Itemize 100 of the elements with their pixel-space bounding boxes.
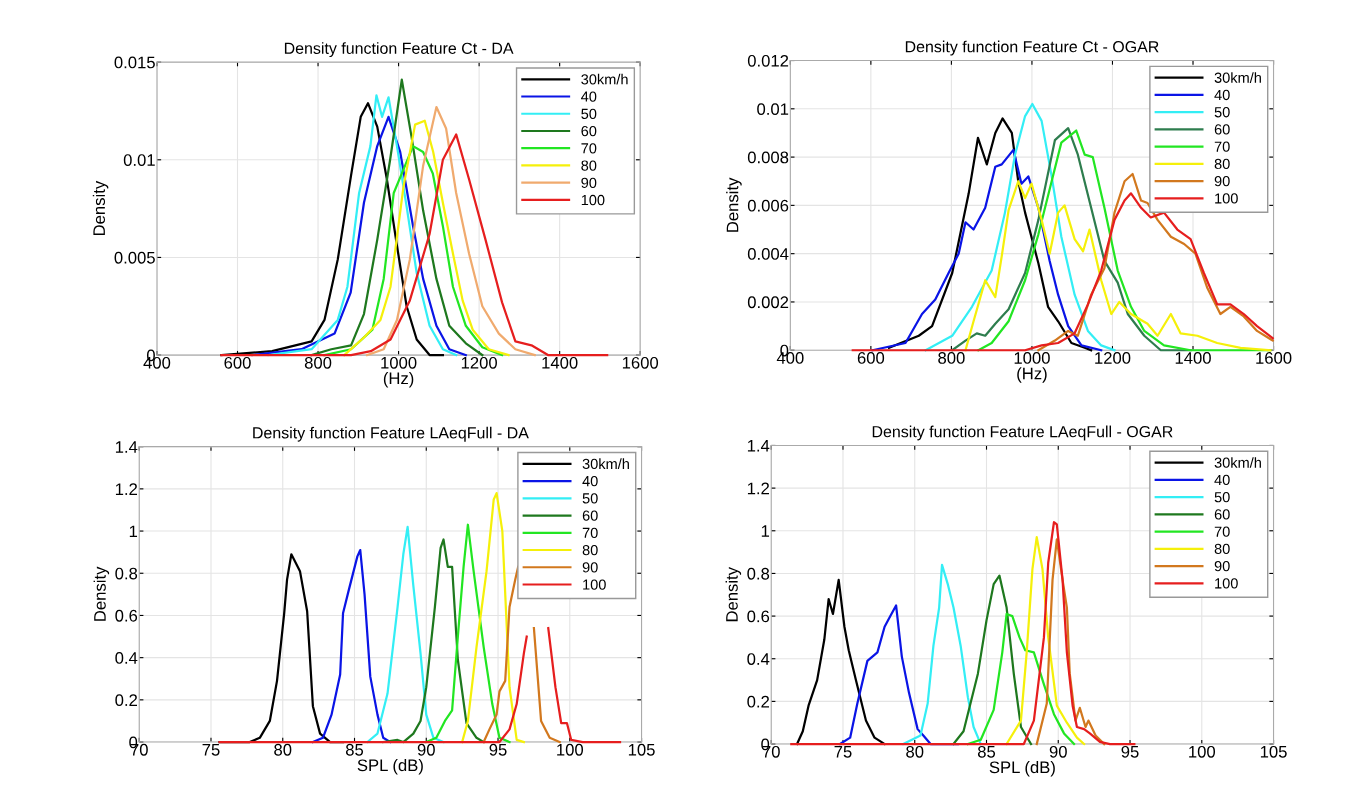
x-tick-label: 1600 <box>1256 352 1292 364</box>
x-tick-label: 100 <box>1189 745 1216 758</box>
line-series <box>366 525 445 744</box>
x-tick-label: 80 <box>906 745 924 758</box>
x-tick-label: 800 <box>938 352 965 364</box>
line-series <box>795 578 886 746</box>
chart-title: Density function Feature LAeqFull - DA <box>253 426 529 442</box>
y-axis-title: Density <box>92 180 109 236</box>
y-tick-label: 0.002 <box>747 296 789 309</box>
y-tick-label: 0.008 <box>747 151 789 164</box>
y-tick-label: 0.6 <box>115 609 138 622</box>
legend-label: 60 <box>581 125 597 137</box>
y-tick-label: 0.4 <box>747 653 770 665</box>
y-tick-label: 1.4 <box>115 441 138 453</box>
x-tick-label: 85 <box>345 743 364 756</box>
line-series <box>1035 538 1106 746</box>
line-series <box>902 563 982 746</box>
y-tick-label: 0.015 <box>114 56 155 69</box>
legend-label: 80 <box>1214 158 1230 170</box>
x-tick-label: 90 <box>417 743 435 756</box>
legend-label: 60 <box>582 510 598 521</box>
legend-label: 30km/h <box>1214 72 1261 83</box>
y-tick-label: 0.01 <box>757 103 789 116</box>
legend-label: 50 <box>581 108 597 119</box>
x-tick-label: 100 <box>557 743 584 756</box>
chart-title: Density function Feature Ct - DA <box>284 42 514 58</box>
legend-label: 70 <box>581 143 597 154</box>
legend-label: 90 <box>582 562 598 573</box>
legend-label: 100 <box>581 194 605 206</box>
legend-label: 40 <box>1214 474 1230 486</box>
legend-label: 70 <box>582 527 598 539</box>
y-tick-label: 1.2 <box>115 483 138 495</box>
legend-label: 60 <box>1214 509 1230 520</box>
x-tick-label: 1000 <box>381 356 417 369</box>
x-tick-label: 600 <box>857 352 885 364</box>
line-series <box>366 105 536 357</box>
legend-label: 40 <box>582 475 598 487</box>
line-series <box>966 612 1076 746</box>
legend-label: 30km/h <box>582 458 629 470</box>
legend-label: 40 <box>1214 89 1230 101</box>
legend-label: 90 <box>1214 560 1230 572</box>
x-axis-title: SPL (dB) <box>357 758 423 775</box>
line-series <box>887 117 1093 352</box>
y-tick-label: 1.4 <box>747 440 770 452</box>
legend-label: 80 <box>582 544 598 556</box>
x-tick-label: 95 <box>1121 745 1139 758</box>
y-tick-label: 0.01 <box>123 154 155 166</box>
y-tick-label: 1 <box>761 525 770 537</box>
line-series <box>461 491 525 744</box>
x-axis-title: SPL (dB) <box>989 760 1055 777</box>
line-series <box>425 523 511 744</box>
x-tick-label: 1200 <box>1095 352 1131 364</box>
legend-label: 70 <box>1214 141 1230 152</box>
y-tick-label: 0.006 <box>747 199 789 212</box>
x-tick-label: 1200 <box>461 356 497 369</box>
legend-label: 80 <box>1214 543 1230 555</box>
x-tick-label: 1400 <box>542 356 578 369</box>
x-tick-label: 95 <box>489 743 507 756</box>
line-series <box>310 78 484 357</box>
x-tick-label: 105 <box>1260 745 1287 758</box>
line-series <box>790 521 1136 746</box>
y-axis-title: Density <box>93 566 110 621</box>
y-tick-label: 0.8 <box>747 567 770 580</box>
y-tick-label: 0.005 <box>114 251 155 264</box>
legend-label: 80 <box>581 160 597 171</box>
legend-label: 100 <box>583 579 606 590</box>
y-tick-label: 1.2 <box>747 482 769 495</box>
x-tick-label: 800 <box>304 356 332 369</box>
legend-label: 90 <box>1214 176 1230 187</box>
y-tick-label: 0.8 <box>115 567 138 580</box>
y-tick-label: 0.004 <box>747 248 789 260</box>
y-tick-label: 1 <box>129 525 138 538</box>
y-tick-label: 0.2 <box>115 694 138 707</box>
legend-label: 30km/h <box>581 73 628 85</box>
x-tick-label: 85 <box>977 745 996 758</box>
y-tick-label: 0.6 <box>747 610 770 623</box>
y-axis-title: Density <box>725 567 742 622</box>
line-series <box>1037 172 1274 352</box>
line-series <box>323 145 504 357</box>
y-tick-label: 0.2 <box>747 695 769 708</box>
legend-label: 50 <box>1214 107 1230 118</box>
x-axis-title: (Hz) <box>1017 367 1047 383</box>
line-series <box>1005 536 1086 746</box>
line-series <box>952 574 1033 746</box>
legend-label: 70 <box>1214 526 1230 537</box>
x-tick-label: 1000 <box>1014 352 1050 364</box>
x-axis-title: (Hz) <box>383 372 414 388</box>
legend-label: 100 <box>1215 193 1238 204</box>
chart-title: Density function Feature Ct - OGAR <box>905 40 1159 56</box>
line-series <box>851 192 1274 352</box>
legend-label: 30km/h <box>1214 457 1261 468</box>
line-series <box>343 119 510 357</box>
line-series <box>924 102 1116 352</box>
x-tick-label: 1400 <box>1175 352 1211 364</box>
x-tick-label: 75 <box>834 746 852 758</box>
legend-label: 60 <box>1214 124 1230 135</box>
legend-label: 50 <box>1214 492 1230 503</box>
y-tick-label: 0.012 <box>747 54 789 67</box>
y-axis-title: Density <box>726 177 742 232</box>
legend-label: 40 <box>581 91 597 102</box>
